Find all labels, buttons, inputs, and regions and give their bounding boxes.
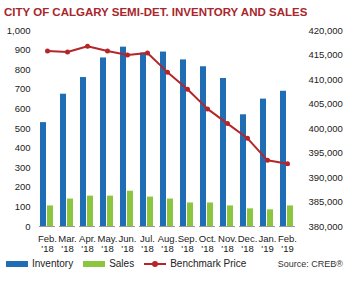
svg-text:405,000: 405,000 [309,98,343,109]
svg-text:410,000: 410,000 [309,74,343,85]
html-text:Sales: Sales [109,258,135,269]
svg-text:Dec.'18: Dec.'18 [238,233,258,254]
svg-text:500: 500 [15,123,31,134]
svg-text:Jan.'19: Jan.'19 [259,233,277,254]
svg-text:Nov.'18: Nov.'18 [218,233,237,254]
svg-text:415,000: 415,000 [309,49,343,60]
svg-text:400,000: 400,000 [309,123,343,134]
svg-text:Oct.'18: Oct.'18 [199,233,216,254]
svg-text:Jul.'18: Jul.'18 [140,233,155,254]
svg-text:1,000: 1,000 [7,25,31,36]
svg-text:800: 800 [15,64,31,75]
svg-text:385,000: 385,000 [309,196,343,207]
svg-text:390,000: 390,000 [309,172,343,183]
svg-text:200: 200 [15,181,31,192]
svg-text:600: 600 [15,103,31,114]
html-text:Source: CREB®: Source: CREB® [277,258,343,269]
svg-text:Jun.'18: Jun.'18 [119,233,137,254]
svg-text:400: 400 [15,142,31,153]
html-text:Benchmark Price: Benchmark Price [170,258,247,269]
svg-text:Feb.'18: Feb.'18 [38,233,57,254]
svg-text:395,000: 395,000 [309,147,343,158]
svg-text:100: 100 [15,201,31,212]
svg-text:May.'18: May.'18 [98,233,118,254]
svg-text:300: 300 [15,162,31,173]
svg-text:0: 0 [25,221,30,232]
svg-text:420,000: 420,000 [309,25,343,36]
svg-text:700: 700 [15,83,31,94]
svg-text:900: 900 [15,44,31,55]
svg-text:Feb.'19: Feb.'19 [278,233,297,254]
svg-text:Aug.'18: Aug.'18 [158,233,178,254]
svg-text:Sep.'18: Sep.'18 [178,233,198,254]
svg-text:380,000: 380,000 [309,221,343,232]
html-text:CITY OF CALGARY SEMI-DET. INVE: CITY OF CALGARY SEMI-DET. INVENTORY AND … [4,6,308,18]
svg-text:Mar.'18: Mar.'18 [58,233,76,254]
svg-text:Apr.'18: Apr.'18 [79,233,96,254]
html-text:Inventory: Inventory [32,258,74,269]
